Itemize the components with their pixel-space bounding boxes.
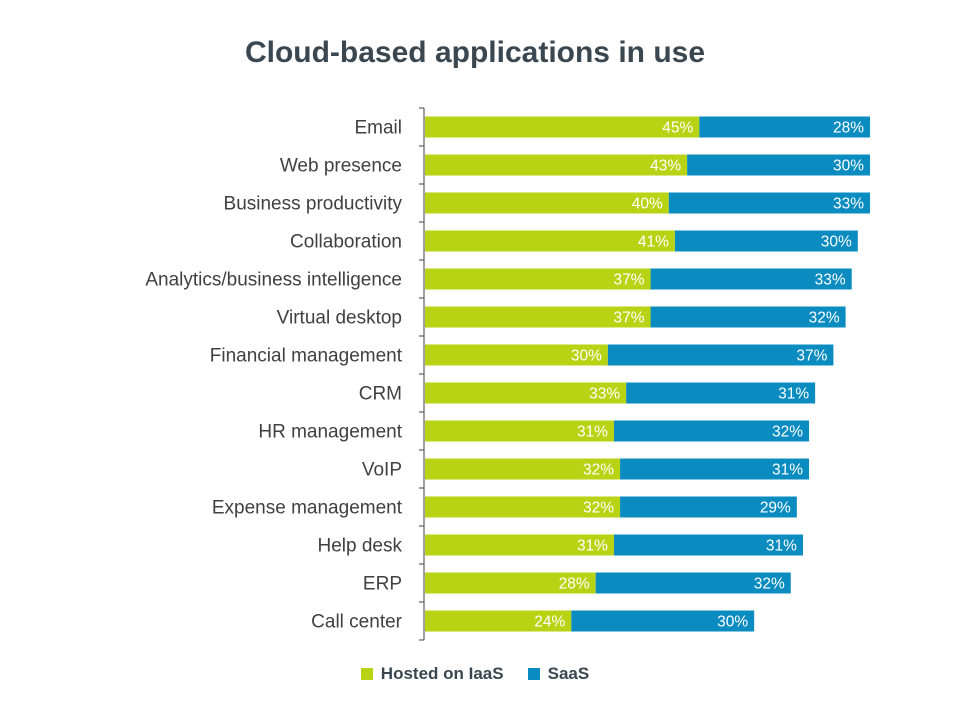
bar-saas: [650, 268, 852, 290]
data-label-iaas: 33%: [589, 386, 620, 403]
legend-label-saas: SaaS: [547, 664, 590, 683]
legend-swatch-iaas: [360, 668, 373, 680]
data-label-saas: 30%: [717, 614, 748, 631]
data-label-saas: 33%: [815, 272, 846, 289]
bar-iaas: [425, 496, 621, 518]
bar-iaas: [425, 458, 621, 480]
legend-label-iaas: Hosted on IaaS: [380, 664, 504, 683]
bar-iaas: [425, 610, 572, 632]
data-label-iaas: 41%: [638, 234, 669, 251]
category-label: Financial management: [210, 346, 403, 367]
bar-saas: [668, 192, 870, 214]
data-label-iaas: 31%: [577, 424, 608, 441]
data-label-saas: 31%: [766, 538, 797, 555]
data-label-saas: 31%: [772, 462, 803, 479]
bar-saas: [687, 154, 870, 176]
data-label-iaas: 24%: [534, 614, 565, 631]
bar-iaas: [425, 116, 700, 138]
legend-item-saas: SaaS: [527, 664, 590, 684]
data-label-saas: 32%: [809, 310, 840, 327]
legend-swatch-saas: [527, 668, 540, 680]
data-label-saas: 37%: [796, 348, 827, 365]
bar-saas: [571, 610, 755, 632]
data-label-saas: 32%: [772, 424, 803, 441]
category-label: Expense management: [212, 498, 403, 519]
data-label-saas: 31%: [778, 386, 809, 403]
category-label: Email: [354, 118, 402, 139]
bar-saas: [595, 572, 791, 594]
category-label: Virtual desktop: [277, 308, 402, 329]
data-label-saas: 32%: [754, 576, 785, 593]
category-label: Web presence: [280, 156, 402, 177]
data-label-iaas: 37%: [614, 272, 645, 289]
data-label-iaas: 32%: [583, 500, 614, 517]
bar-iaas: [425, 344, 608, 366]
category-label: Call center: [311, 612, 402, 633]
data-label-iaas: 32%: [583, 462, 614, 479]
bar-saas: [626, 382, 816, 404]
data-label-iaas: 43%: [650, 158, 681, 175]
bar-saas: [613, 534, 803, 556]
bar-iaas: [425, 382, 627, 404]
data-label-iaas: 30%: [571, 348, 602, 365]
data-label-iaas: 28%: [559, 576, 590, 593]
data-label-saas: 28%: [833, 120, 864, 137]
bar-iaas: [425, 572, 596, 594]
legend-item-iaas: Hosted on IaaS: [360, 664, 504, 684]
category-label: Business productivity: [224, 194, 403, 215]
bar-saas: [620, 458, 810, 480]
category-label: Help desk: [318, 536, 403, 557]
bar-saas: [620, 496, 797, 518]
data-label-saas: 33%: [833, 196, 864, 213]
chart-title: Cloud-based applications in use: [244, 36, 706, 69]
bar-iaas: [425, 230, 675, 252]
category-label: ERP: [363, 574, 402, 595]
bar-iaas: [425, 154, 688, 176]
data-label-iaas: 37%: [614, 310, 645, 327]
bar-iaas: [425, 534, 614, 556]
bar-saas: [613, 420, 810, 442]
bar-saas: [607, 344, 834, 366]
bar-saas: [699, 116, 870, 138]
category-label: Analytics/business intelligence: [145, 270, 402, 291]
category-label: HR management: [258, 422, 402, 443]
bar-saas: [674, 230, 858, 252]
data-label-saas: 30%: [833, 158, 864, 175]
category-label: CRM: [359, 384, 402, 405]
bar-iaas: [425, 306, 651, 328]
category-label: Collaboration: [290, 232, 402, 253]
data-label-iaas: 45%: [662, 120, 693, 137]
legend: Hosted on IaaS SaaS: [0, 664, 950, 684]
bar-iaas: [425, 420, 614, 442]
data-label-saas: 29%: [760, 500, 791, 517]
data-label-iaas: 40%: [632, 196, 663, 213]
bar-saas: [650, 306, 846, 328]
data-label-saas: 30%: [821, 234, 852, 251]
category-label: VoIP: [362, 460, 402, 481]
bar-iaas: [425, 268, 651, 290]
bar-iaas: [425, 192, 669, 214]
data-label-iaas: 31%: [577, 538, 608, 555]
